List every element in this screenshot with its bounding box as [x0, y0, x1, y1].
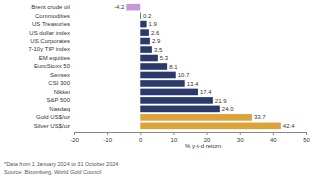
y-tick: US dollar index: [29, 30, 74, 36]
x-tick-label: -20: [70, 137, 79, 143]
bar: [140, 80, 184, 87]
data-label: 10.7: [178, 72, 190, 78]
y-tick-label: Silver US$/oz: [34, 123, 70, 129]
x-tick: -20: [70, 132, 79, 143]
data-label: 13.4: [187, 81, 199, 87]
y-tick: CSI 300: [48, 80, 74, 86]
x-tick-label: 50: [303, 137, 310, 143]
y-tick: Nasdaq: [49, 106, 74, 112]
y-tick-label: CSI 300: [48, 80, 70, 86]
bar: [140, 97, 213, 104]
y-tick: Sensex: [50, 72, 74, 78]
x-tick-label: 40: [270, 137, 277, 143]
bar: [140, 114, 252, 121]
x-tick: 30: [237, 132, 244, 143]
y-tick-label: EM equities: [39, 55, 70, 61]
bars: [126, 4, 280, 129]
y-tick-label: Gold US$/oz: [36, 114, 70, 120]
y-tick: Gold US$/oz: [36, 114, 74, 120]
y-tick-label: Brent crude oil: [31, 4, 70, 10]
y-tick-label: Commodities: [35, 13, 70, 19]
data-label: 42.4: [283, 123, 295, 129]
x-tick-label: 30: [237, 137, 244, 143]
bar: [140, 89, 198, 96]
y-tick-label: 7-10y TIP index: [28, 46, 70, 52]
y-tick: EuroStoxx 50: [34, 63, 74, 69]
y-tick: US Treasuries: [32, 21, 74, 27]
y-tick-label: Sensex: [50, 72, 70, 78]
x-tick-mark: [74, 132, 75, 135]
x-tick: 50: [303, 132, 310, 143]
chart: -4.2 0.2 1.9 2.6 2.9 3.5 5.38.110.7 13.417.421.…: [0, 0, 320, 180]
footnote: Source: Bloomberg, World Gold Council: [4, 169, 101, 175]
bar: [140, 38, 150, 45]
x-tick-label: 10: [171, 137, 178, 143]
y-tick: S&P 500: [46, 97, 74, 103]
y-tick-label: S&P 500: [46, 97, 70, 103]
footnote: *Data from 1 January 2024 to 31 October …: [4, 161, 118, 167]
data-label: 8.1: [169, 64, 178, 70]
y-tick: EM equities: [39, 55, 74, 61]
x-tick-mark: [207, 132, 208, 135]
x-tick: -10: [103, 132, 112, 143]
y-tick: Silver US$/oz: [34, 123, 74, 129]
y-tick-label: US Treasuries: [32, 21, 70, 27]
y-tick-label: US Corporates: [30, 38, 70, 44]
data-label: 2.9: [152, 38, 161, 44]
x-axis-line: [75, 133, 307, 136]
x-tick-mark: [173, 132, 174, 135]
data-label: 5.3: [160, 55, 169, 61]
bar: [140, 106, 220, 113]
data-label: 33.7: [254, 114, 266, 120]
bar: [140, 46, 152, 53]
data-label: 24.0: [222, 106, 234, 112]
x-tick: 0: [139, 132, 143, 143]
bar: [140, 63, 167, 70]
x-tick-mark: [306, 132, 307, 135]
bar: [140, 12, 142, 19]
x-axis: -20 -10 0 10 20 30 40 50: [70, 132, 310, 143]
x-tick: 20: [204, 132, 211, 143]
x-tick-mark: [240, 132, 241, 135]
plot: -4.2 0.2 1.9 2.6 2.9 3.5 5.38.110.7 13.417.421.…: [28, 4, 310, 149]
y-tick: Nikkei: [54, 89, 74, 95]
bar: [140, 55, 158, 62]
data-label: 2.6: [151, 30, 160, 36]
bar: [140, 21, 146, 28]
x-tick-mark: [140, 132, 141, 135]
bar: [140, 123, 281, 130]
y-tick: 7-10y TIP index: [28, 46, 74, 52]
bar: [140, 29, 149, 36]
y-axis: Brent crude oil Commodities US Treasuries U…: [28, 4, 74, 129]
x-tick-label: -10: [103, 137, 112, 143]
y-tick: US Corporates: [30, 38, 74, 44]
y-tick-label: US dollar index: [29, 30, 70, 36]
data-label: 21.9: [215, 98, 227, 104]
x-tick: 10: [171, 132, 178, 143]
data-labels: -4.2 0.2 1.9 2.6 2.9 3.5 5.38.110.7 13.417.421.…: [114, 4, 295, 129]
bar: [140, 72, 175, 79]
bar: [126, 4, 140, 11]
y-tick-label: Nikkei: [54, 89, 70, 95]
data-label: 0.2: [143, 13, 152, 19]
x-tick-mark: [107, 132, 108, 135]
y-tick-label: EuroStoxx 50: [34, 63, 71, 69]
x-tick-label: 0: [139, 137, 143, 143]
data-label: 17.4: [200, 89, 212, 95]
x-tick-mark: [273, 132, 274, 135]
y-tick: Commodities: [35, 13, 74, 19]
data-label: 3.5: [154, 47, 163, 53]
y-tick: Brent crude oil: [31, 4, 74, 10]
y-tick-label: Nasdaq: [49, 106, 70, 112]
x-axis-title: % y-t-d return: [185, 143, 221, 149]
x-tick: 40: [270, 132, 277, 143]
data-label: -4.2: [114, 4, 125, 10]
data-label: 1.9: [149, 21, 158, 27]
